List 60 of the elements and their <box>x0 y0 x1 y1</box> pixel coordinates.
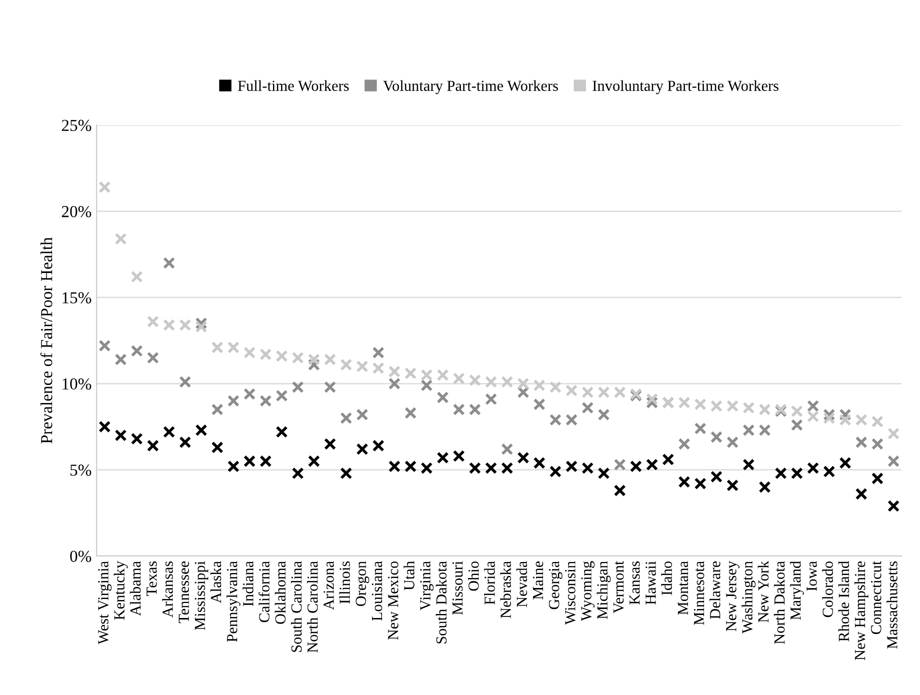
x-tick-label: Rhode Island <box>838 561 850 642</box>
x-tick-label: Illinois <box>339 561 350 604</box>
x-tick-label: West Virginia <box>98 561 112 644</box>
x-tick-label: California <box>258 561 270 622</box>
x-tick-label: Oklahoma <box>274 561 286 624</box>
x-tick-label: Louisiana <box>372 561 382 621</box>
x-tick-label: Delaware <box>710 561 720 619</box>
y-tick-label: 10% <box>62 378 92 390</box>
x-tick-label: Vermont <box>614 560 624 614</box>
x-tick-label: Tennessee <box>178 561 189 624</box>
legend-label: Full-time Workers <box>238 80 349 92</box>
x-tick-label: Arkansas <box>162 561 173 618</box>
y-axis-title: Prevalence of Fair/Poor Health <box>40 237 52 444</box>
x-tick-label: Kentucky <box>114 560 128 620</box>
legend-label: Involuntary Part-time Workers <box>592 80 778 94</box>
x-tick-label: Montana <box>678 561 688 615</box>
x-tick-label: Oregon <box>356 561 370 606</box>
x-tick-label: Michigan <box>596 561 611 619</box>
x-tick-label: South Carolina <box>290 561 302 652</box>
x-tick-label: Washington <box>742 561 756 634</box>
x-tick-label: Connecticut <box>871 560 882 634</box>
x-tick-label: Alaska <box>210 561 222 604</box>
x-tick-label: Kansas <box>630 561 640 605</box>
x-tick-label: Missouri <box>452 561 463 615</box>
x-tick-label: Hawaii <box>646 561 656 605</box>
y-tick-label: 15% <box>62 292 92 304</box>
x-tick-label: Arizona <box>324 561 334 610</box>
y-tick-label: 20% <box>62 206 92 218</box>
x-tick-label: Maryland <box>790 561 804 620</box>
x-tick-label: Texas <box>146 561 157 596</box>
x-tick-label: Iowa <box>806 561 817 591</box>
x-tick-label: Indiana <box>242 561 254 606</box>
y-tick-label: 0% <box>70 550 92 562</box>
x-tick-label: North Dakota <box>774 561 785 644</box>
x-tick-label: Massachusetts <box>886 561 898 649</box>
x-tick-label: Colorado <box>822 561 833 618</box>
x-tick-label: Virginia <box>420 561 434 610</box>
x-tick-label: New York <box>758 560 769 622</box>
x-tick-label: Nebraska <box>500 561 511 618</box>
x-tick-label: Utah <box>404 561 414 590</box>
x-tick-label: Wyoming <box>581 561 595 622</box>
x-tick-label: Idaho <box>661 561 672 596</box>
x-tick-label: New Mexico <box>388 561 398 640</box>
x-tick-label: Alabama <box>130 561 141 616</box>
x-tick-label: New Hampshire <box>854 561 868 660</box>
x-tick-label: Georgia <box>548 561 562 610</box>
x-tick-label: South Dakota <box>436 561 447 644</box>
legend-label: Voluntary Part-time Workers <box>383 80 558 94</box>
x-tick-label: Wisconsin <box>565 561 576 625</box>
y-tick-label: 25% <box>62 120 92 132</box>
x-tick-label: Nevada <box>516 561 528 608</box>
x-tick-label: North Carolina <box>307 561 318 652</box>
x-tick-label: Maine <box>532 561 544 600</box>
x-tick-label: Florida <box>484 561 495 605</box>
x-tick-label: New Jersey <box>726 560 740 632</box>
x-tick-label: Minnesota <box>694 561 704 625</box>
y-tick-label: 5% <box>70 464 92 476</box>
x-tick-label: Ohio <box>468 561 479 591</box>
x-tick-label: Mississippi <box>194 561 208 630</box>
x-tick-label: Pennsylvania <box>226 561 240 642</box>
